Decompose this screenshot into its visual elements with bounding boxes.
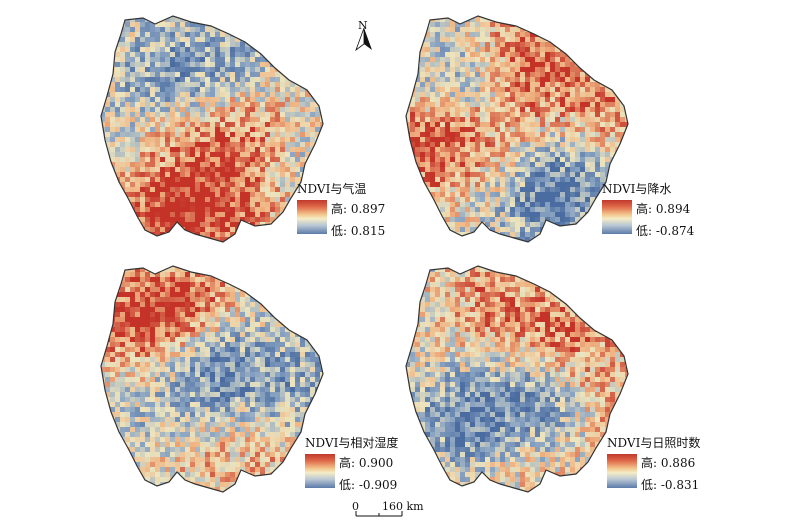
map-panel-precipitation: [400, 12, 660, 257]
raster-fill: [406, 16, 628, 242]
legend-color-ramp: [602, 200, 632, 234]
scale-distance-label: 160 km: [382, 500, 424, 513]
region-boundary: [405, 265, 629, 493]
scale-bar: [355, 511, 403, 517]
map-panel-temperature: [95, 12, 355, 257]
legend-high-value: 高: 0.894: [636, 202, 691, 216]
region-boundary: [405, 15, 629, 243]
legend-low-value: 低: 0.815: [331, 224, 386, 238]
north-label: N: [358, 19, 368, 32]
legend-title: NDVI与相对湿度: [305, 436, 399, 450]
raster-fill: [101, 266, 323, 492]
raster-fill: [101, 16, 323, 242]
correlation-map-sunshine: [405, 265, 629, 493]
legend-color-ramp: [607, 454, 637, 488]
correlation-map-precipitation: [405, 15, 629, 243]
scale-zero-label: 0: [352, 500, 359, 513]
legend-title: NDVI与气温: [297, 182, 367, 196]
legend-color-ramp: [305, 454, 335, 488]
correlation-map-humidity: [100, 265, 324, 493]
legend-color-ramp: [297, 200, 327, 234]
legend-low-value: 低: -0.831: [641, 478, 700, 492]
legend-high-value: 高: 0.886: [641, 456, 696, 470]
raster-fill: [406, 266, 628, 492]
legend-title: NDVI与日照时数: [607, 436, 701, 450]
legend-low-value: 低: -0.909: [339, 478, 398, 492]
correlation-map-temperature: [100, 15, 324, 243]
legend-title: NDVI与降水: [602, 182, 672, 196]
legend-high-value: 高: 0.897: [331, 202, 386, 216]
north-arrow-icon: [355, 27, 372, 52]
region-boundary: [100, 265, 324, 493]
map-panel-humidity: [95, 262, 355, 507]
region-boundary: [100, 15, 324, 243]
legend-high-value: 高: 0.900: [339, 456, 394, 470]
legend-low-value: 低: -0.874: [636, 224, 695, 238]
map-panel-sunshine: [400, 262, 660, 507]
